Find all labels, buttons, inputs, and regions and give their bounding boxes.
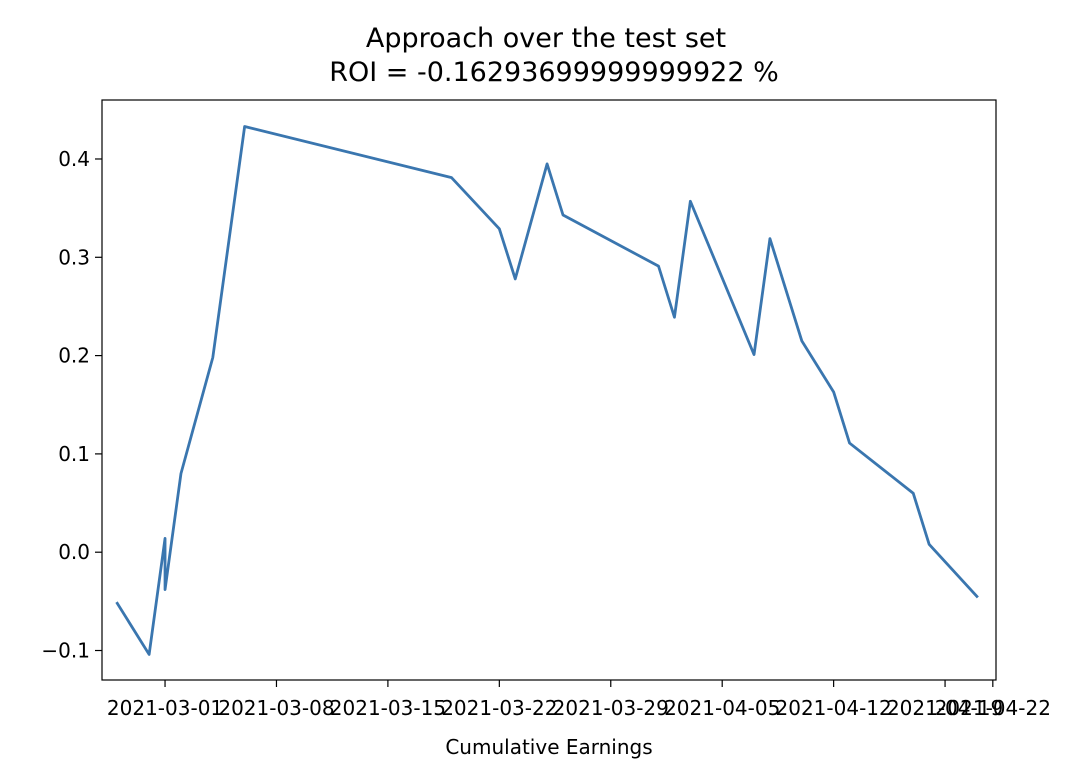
x-tick-label: 2021-03-15 [330,696,446,720]
y-tick-label: 0.4 [58,147,90,171]
series-line [115,125,979,656]
x-tick-label: 2021-03-22 [441,696,557,720]
plot-area: −0.10.00.10.20.30.42021-03-012021-03-082… [41,99,1051,720]
y-tick-label: 0.2 [58,344,90,368]
y-tick-label: 0.0 [58,540,90,564]
y-tick-label: 0.1 [58,442,90,466]
x-tick-label: 2021-04-05 [664,696,780,720]
x-axis-label: Cumulative Earnings [445,735,652,759]
x-tick-label: 2021-04-12 [776,696,892,720]
chart-subtitle: ROI = -0.16293699999999922 % [329,57,779,88]
x-tick-label: 2021-03-29 [553,696,669,720]
y-tick-label: −0.1 [41,639,90,663]
y-tick-label: 0.3 [58,245,90,269]
x-tick-label: 2021-03-01 [107,696,223,720]
x-tick-label: 2021-03-08 [218,696,334,720]
plot-frame [101,99,997,681]
chart-title: Approach over the test set [366,23,726,54]
x-tick-label: 2021-04-19 [887,696,1003,720]
x-tick-label: 2021-04-22 [935,696,1051,720]
